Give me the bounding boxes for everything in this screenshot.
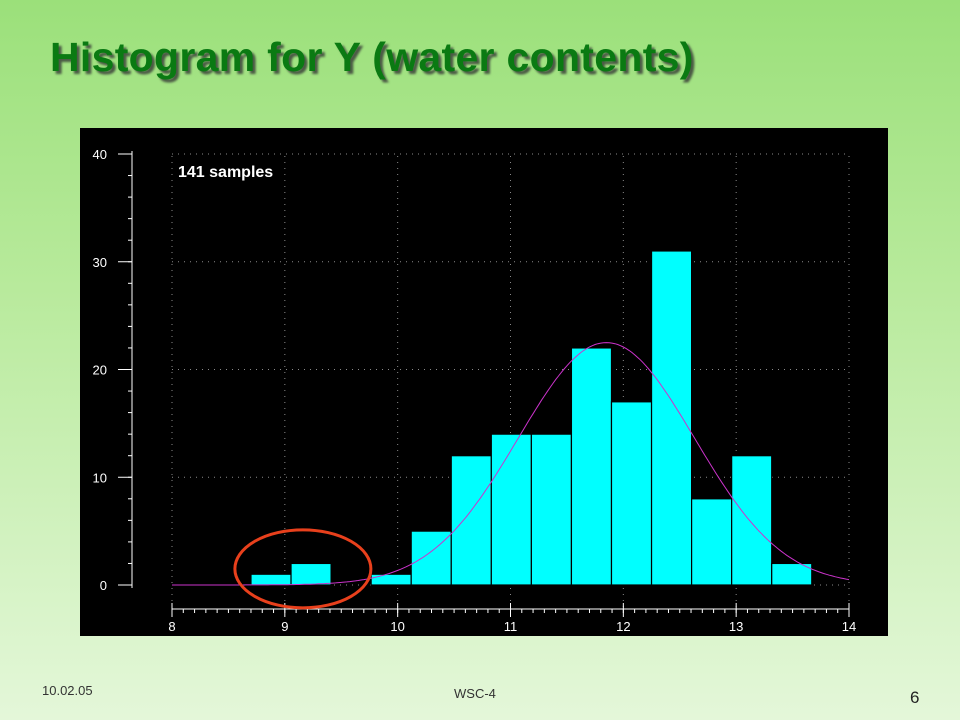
x-tick-label: 14 <box>842 619 856 634</box>
sample-count-annotation: 141 samples <box>178 164 273 181</box>
y-tick-label: 0 <box>100 578 107 593</box>
x-tick-label: 11 <box>504 619 518 634</box>
slide-title: Histogram for Y (water contents) <box>50 34 694 80</box>
page-number: 6 <box>910 688 920 707</box>
x-tick-label: 8 <box>168 619 175 634</box>
histogram-bar <box>731 455 773 586</box>
normal-curve-line <box>172 342 850 586</box>
histogram-bar <box>570 347 613 586</box>
histogram-bar <box>690 498 733 586</box>
x-tick-label: 12 <box>616 619 630 634</box>
histogram-bar <box>450 455 492 586</box>
y-tick-label: 10 <box>93 470 107 485</box>
footer-center-text: WSC-4 <box>454 686 496 701</box>
histogram-bar <box>610 401 653 586</box>
outlier-highlight-circle <box>233 528 373 610</box>
annotation-layer: 141 samples <box>178 164 373 610</box>
x-tick-label: 9 <box>281 619 288 634</box>
bars-layer <box>250 250 813 586</box>
histogram-chart: 0 10 20 30 40 8 9 10 11 12 13 14 141 samples <box>80 128 888 636</box>
curve-layer <box>172 342 850 586</box>
y-tick-label: 20 <box>93 363 107 378</box>
histogram-bar <box>290 562 332 586</box>
x-tick-label: 13 <box>729 619 743 634</box>
histogram-bar <box>771 562 813 586</box>
x-tick-label: 10 <box>390 619 404 634</box>
histogram-bar <box>370 573 412 586</box>
y-tick-label: 40 <box>93 147 107 162</box>
histogram-bar <box>250 573 292 586</box>
footer-date: 10.02.05 <box>42 683 93 698</box>
histogram-bar <box>530 433 573 586</box>
histogram-bar <box>490 433 532 586</box>
y-tick-label: 30 <box>93 255 107 270</box>
histogram-svg: 0 10 20 30 40 8 9 10 11 12 13 14 141 samples <box>93 147 857 634</box>
histogram-bar <box>650 250 693 586</box>
